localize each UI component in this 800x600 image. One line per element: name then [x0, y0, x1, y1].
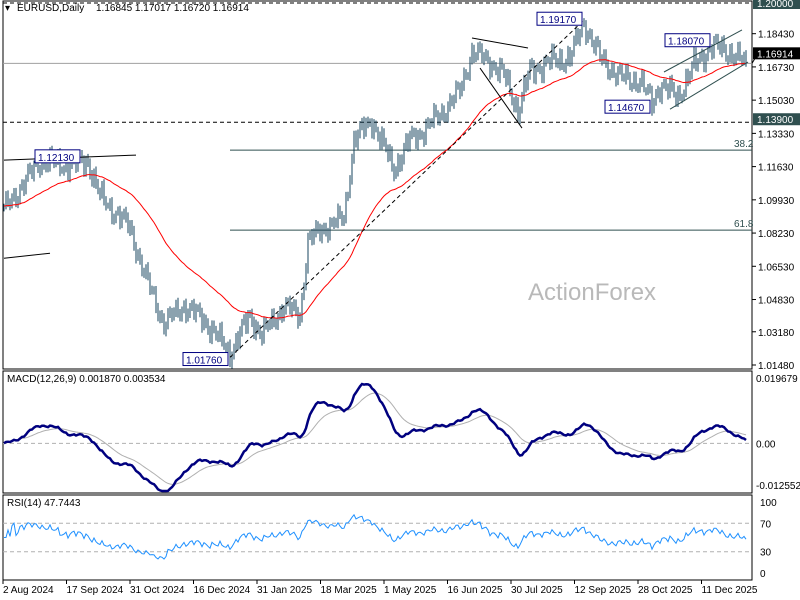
price-annotations: 1.19170 1.18070 1.14670 1.12130 1.01760 [34, 11, 711, 367]
date-tick-label: 11 Dec 2025 [702, 585, 758, 596]
moving-average [3, 59, 746, 319]
current-price-label: 1.16914 [757, 49, 794, 60]
macd-panel-frame [2, 370, 753, 494]
panel-frames [2, 0, 753, 581]
price-tick-label: 1.03180 [758, 328, 795, 339]
trendline [471, 37, 529, 49]
macd-tick-label: 0.019679 [756, 374, 798, 385]
fib-level-label: 61.8 [734, 219, 754, 230]
date-tick-label: 31 Jan 2025 [257, 585, 312, 596]
current-price-tag [753, 47, 800, 60]
trendline [229, 19, 585, 358]
rsi-tick-label: 100 [760, 498, 777, 509]
macd-tick-label: -0.012552 [756, 481, 800, 492]
rsi-line [4, 513, 747, 560]
price-tick-label: 1.09930 [758, 196, 795, 207]
chart-symbol: EURUSD,Daily [17, 3, 84, 14]
date-tick-label: 12 Sep 2025 [575, 585, 632, 596]
trendline [479, 67, 523, 129]
price-annotation-box [34, 149, 81, 164]
macd-line [3, 382, 747, 493]
price-annotation-label: 1.12130 [38, 153, 75, 164]
chart-ohlc: 1.16845 1.17017 1.16720 1.16914 [96, 3, 249, 14]
macd-panel [3, 382, 752, 493]
rsi-tick-label: 70 [760, 519, 772, 530]
price-tick-label: 1.11630 [758, 163, 794, 174]
price-annotation-label: 1.19170 [540, 15, 577, 26]
trendline [663, 29, 743, 73]
price-tick-label: 1.08230 [758, 229, 795, 240]
trendline [669, 61, 749, 110]
levels-layer: 38.2 61.8 [3, 2, 754, 231]
macd-tick-label: 0.00 [756, 439, 776, 450]
rsi-panel [3, 513, 752, 560]
date-tick-label: 28 Oct 2025 [638, 585, 693, 596]
price-annotation-label: 1.01760 [186, 356, 223, 367]
price-tick-label: 1.01480 [758, 361, 795, 372]
rsi-label: RSI(14) 47.7443 [7, 498, 81, 509]
watermark: ActionForex [528, 279, 656, 306]
level-price-label: 1.20000 [757, 0, 794, 10]
main-panel-frame [2, 0, 753, 370]
moving-average-line [3, 59, 746, 319]
date-tick-label: 16 Dec 2024 [194, 585, 251, 596]
rsi-tick-label: 0 [760, 569, 766, 580]
macd-label: MACD(12,26,9) 0.001870 0.003534 [7, 374, 166, 385]
date-tick-label: 31 Oct 2024 [130, 585, 185, 596]
price-bars [3, 18, 747, 369]
symbol-menu-icon[interactable]: ▾ [5, 3, 10, 14]
trendline [3, 252, 51, 259]
date-tick-label: 30 Jul 2025 [511, 585, 563, 596]
rsi-tick-label: 30 [760, 548, 772, 559]
date-tick-label: 2 Aug 2024 [3, 585, 54, 596]
date-tick-label: 1 May 2025 [384, 585, 437, 596]
price-tick-label: 1.13330 [758, 129, 795, 140]
price-annotation-box [664, 33, 711, 48]
date-tick-label: 17 Sep 2024 [67, 585, 124, 596]
date-tick-label: 16 Jun 2025 [448, 585, 503, 596]
price-annotation-label: 1.14670 [608, 103, 645, 114]
price-annotation-box [182, 352, 229, 367]
level-price-tag [753, 113, 800, 126]
rsi-panel-frame [2, 494, 753, 581]
level-price-label: 1.13900 [757, 115, 794, 126]
price-tick-label: 1.04830 [758, 296, 795, 307]
price-tick-label: 1.18430 [758, 30, 795, 41]
fib-level-label: 38.2 [734, 139, 754, 150]
level-price-tag [753, 0, 800, 9]
price-annotation-label: 1.18070 [668, 37, 705, 48]
price-annotation-box [536, 11, 583, 26]
price-tick-label: 1.06530 [758, 262, 795, 273]
date-tick-label: 18 Mar 2025 [321, 585, 378, 596]
price-tick-label: 1.15030 [758, 96, 795, 107]
price-annotation-box [604, 99, 651, 114]
price-tick-label: 1.16730 [758, 63, 795, 74]
